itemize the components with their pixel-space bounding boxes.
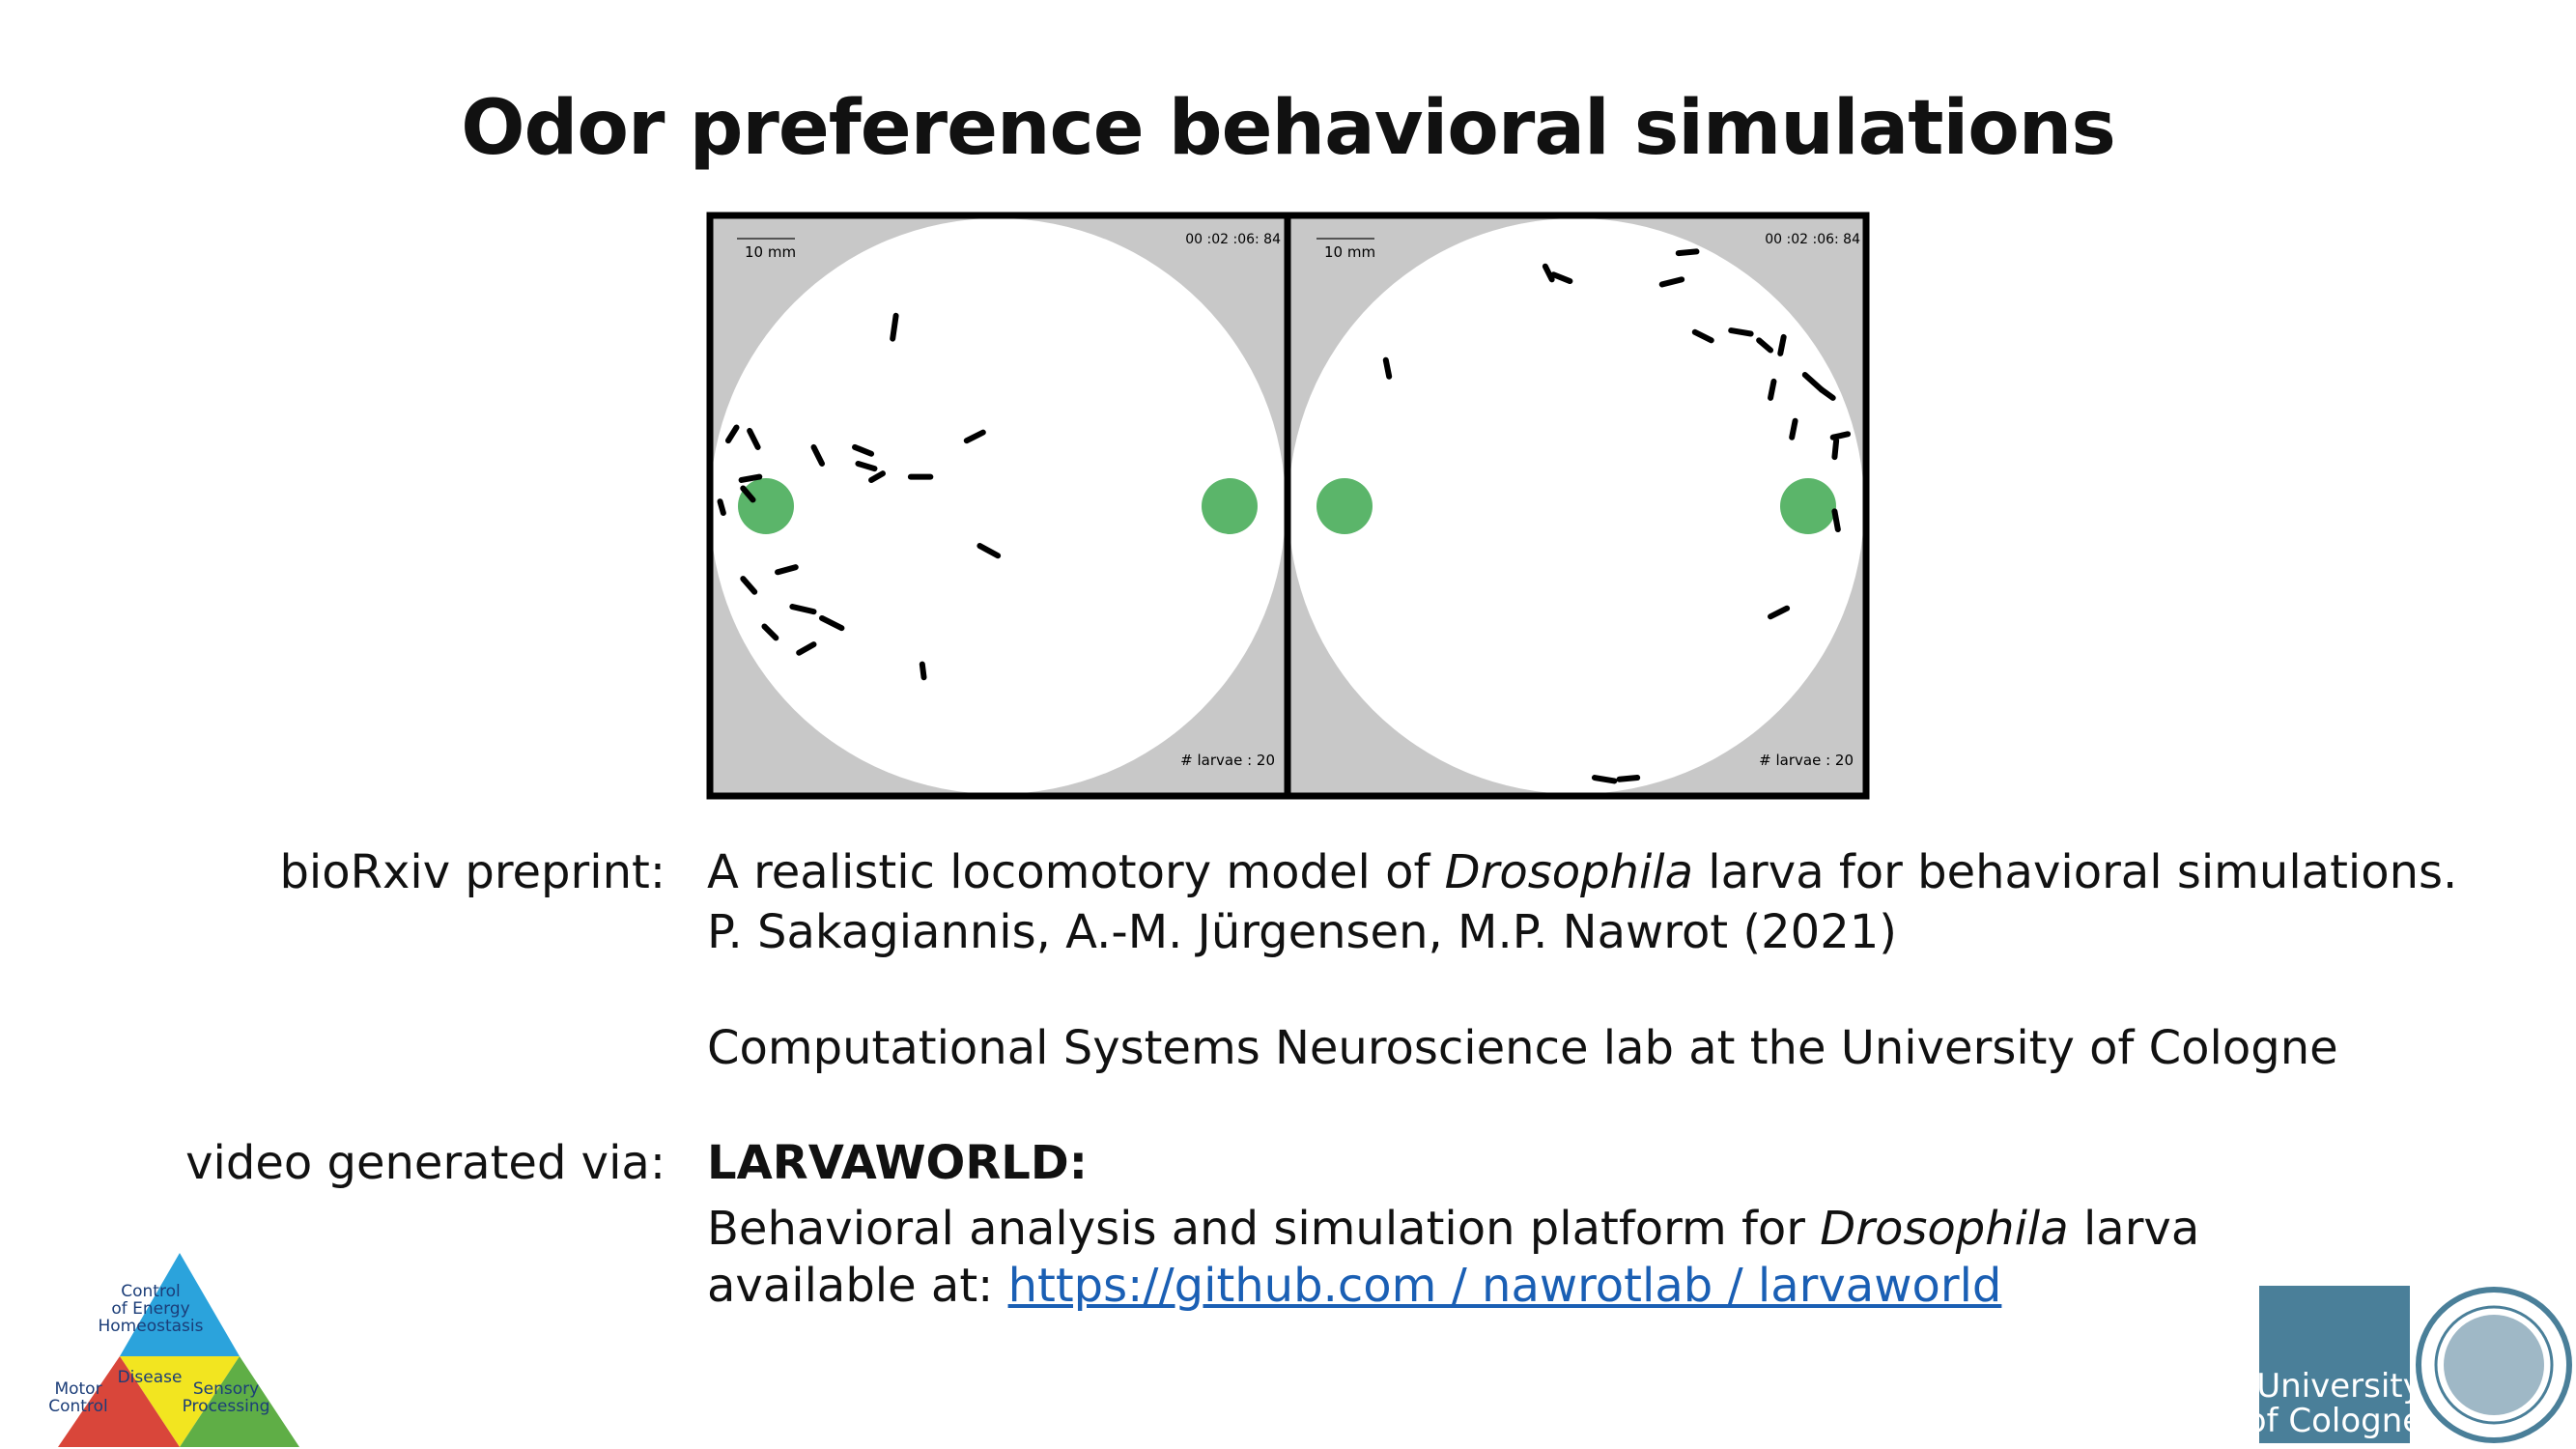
- research-triangle-logo: Control of Energy Homeostasis Disease Mo…: [48, 1253, 299, 1447]
- larva: [796, 641, 817, 656]
- larva: [1542, 263, 1555, 283]
- larva: [1616, 775, 1641, 782]
- odor-source: [1780, 478, 1836, 534]
- text: larva for behavioral simulations.: [1693, 845, 2458, 899]
- logo-text: Processing: [183, 1397, 270, 1416]
- larva: [855, 460, 878, 472]
- logo-text: University: [2256, 1367, 2422, 1406]
- text: available at:: [707, 1259, 1008, 1313]
- triangle-left: [58, 1356, 180, 1447]
- description: Behavioral analysis and simulation platf…: [707, 1202, 2199, 1256]
- larva: [740, 485, 756, 503]
- larva: [738, 473, 763, 483]
- logo-text: Sensory: [193, 1379, 259, 1399]
- logo-text: Homeostasis: [99, 1317, 204, 1336]
- triangle-top: [120, 1253, 240, 1356]
- larva-count: # larvae : 20: [1759, 752, 1854, 769]
- triangle-center: [120, 1356, 240, 1447]
- larva: [1768, 378, 1777, 401]
- seal-ring: [2434, 1305, 2554, 1425]
- larva: [1756, 337, 1774, 354]
- larva: [1691, 328, 1714, 344]
- larva: [789, 604, 817, 615]
- larva: [717, 498, 726, 517]
- simulation-figure: 10 mm 00 :02 :06: 84 # larvae : 20 10 mm…: [706, 212, 1870, 800]
- larva: [963, 429, 986, 444]
- larva: [852, 443, 875, 457]
- larva: [1591, 775, 1618, 784]
- larva: [977, 543, 1002, 559]
- text: Drosophila: [1444, 845, 1694, 899]
- arena: [1288, 218, 1864, 794]
- odor-source: [1316, 478, 1373, 534]
- larva: [1658, 276, 1685, 288]
- larva: [1831, 508, 1841, 533]
- availability: available at: https://github.com / nawro…: [707, 1259, 2001, 1313]
- label: video generated via:: [185, 1136, 665, 1190]
- larva: [1789, 417, 1798, 440]
- larva: [1831, 438, 1840, 461]
- odor-source: [738, 478, 794, 534]
- timer: 00 :02 :06: 84: [1185, 232, 1281, 247]
- larva: [747, 427, 761, 450]
- triangle-right: [180, 1356, 299, 1447]
- larva: [890, 312, 899, 342]
- logo-text: Disease: [118, 1368, 183, 1387]
- larva: [761, 623, 779, 641]
- affiliation: Computational Systems Neuroscience lab a…: [707, 1021, 2338, 1075]
- arena: [710, 218, 1286, 794]
- text: A realistic locomotory model of: [707, 845, 1445, 899]
- odor-source: [1202, 478, 1258, 534]
- larva: [1728, 327, 1754, 337]
- text: Behavioral analysis and simulation platf…: [707, 1202, 1821, 1256]
- scale-label: 10 mm: [1324, 243, 1375, 261]
- logo-text: of Energy: [111, 1299, 189, 1319]
- larva: [1675, 248, 1700, 257]
- seal-center: [2444, 1315, 2544, 1415]
- university-logo: University of Cologne: [2247, 1286, 2572, 1443]
- larva: [1768, 605, 1791, 620]
- larva: [1818, 386, 1836, 401]
- label: bioRxiv preprint:: [279, 845, 665, 899]
- larva: [868, 470, 886, 483]
- timer: 00 :02 :06: 84: [1765, 232, 1860, 247]
- larva: [1550, 271, 1573, 285]
- larva: [724, 424, 740, 444]
- repo-link[interactable]: https://github.com / nawrotlab / larvawo…: [1007, 1259, 2002, 1313]
- text: larva: [2068, 1202, 2200, 1256]
- tool-name: LARVAWORLD:: [707, 1136, 1088, 1190]
- scale-label: 10 mm: [745, 243, 796, 261]
- panel-frame: [1284, 212, 1870, 800]
- larva: [775, 564, 799, 576]
- larva: [919, 661, 927, 681]
- slide-title: Odor preference behavioral simulations: [461, 85, 2116, 172]
- paper-title: A realistic locomotory model of Drosophi…: [707, 845, 2457, 899]
- authors: P. Sakagiannis, A.-M. Jürgensen, M.P. Na…: [707, 905, 1897, 959]
- logo-text: Control: [121, 1282, 180, 1301]
- logo-box: [2259, 1286, 2410, 1443]
- larva: [1801, 372, 1825, 393]
- larva-count: # larvae : 20: [1180, 752, 1275, 769]
- larva: [1829, 431, 1852, 440]
- logo-text: Motor: [54, 1379, 101, 1399]
- larva: [810, 443, 825, 467]
- logo-text: of Cologne: [2247, 1402, 2422, 1440]
- logo-text: Control: [48, 1397, 107, 1416]
- larva: [819, 614, 845, 632]
- text: Drosophila: [1820, 1202, 2069, 1256]
- larva: [1777, 333, 1787, 356]
- larva: [740, 576, 758, 595]
- larva: [1382, 356, 1393, 380]
